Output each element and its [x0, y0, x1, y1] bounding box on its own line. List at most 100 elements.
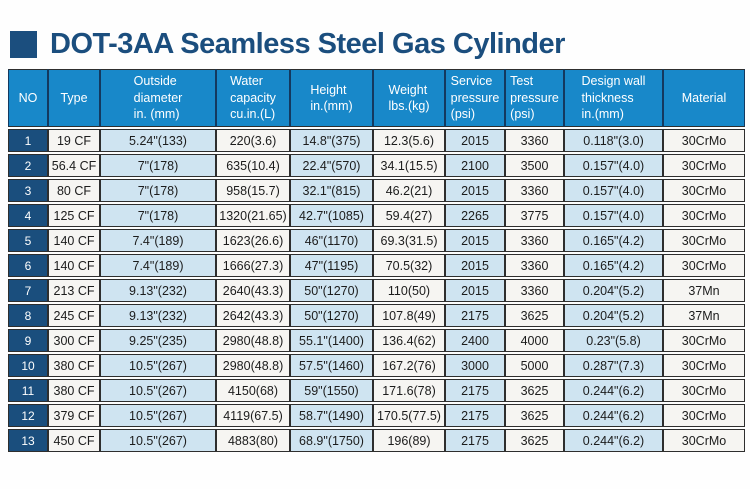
cell-material: 30CrMo	[663, 429, 745, 452]
cell-type: 80 CF	[48, 179, 100, 202]
cell-weight: 196(89)	[373, 429, 445, 452]
cell-type: 380 CF	[48, 354, 100, 377]
column-header-height: Height in.(mm)	[290, 69, 373, 127]
cell-water-capacity: 4150(68)	[216, 379, 290, 402]
cell-service-pressure: 3000	[445, 354, 505, 377]
cell-water-capacity: 635(10.4)	[216, 154, 290, 177]
cell-no: 12	[8, 404, 48, 427]
cell-type: 450 CF	[48, 429, 100, 452]
cell-no: 8	[8, 304, 48, 327]
cell-design-wall-thickness: 0.23"(5.8)	[564, 329, 663, 352]
column-header-line: pressure	[450, 90, 500, 105]
table-row: 4 125 CF 7"(178) 1320(21.65) 42.7"(1085) 59.4…	[8, 204, 745, 227]
cell-weight: 34.1(15.5)	[373, 154, 445, 177]
cell-type: 140 CF	[48, 229, 100, 252]
cell-outside-diameter: 9.13"(232)	[100, 304, 216, 327]
cell-test-pressure: 3360	[505, 229, 564, 252]
cell-weight: 110(50)	[373, 279, 445, 302]
cell-weight: 70.5(32)	[373, 254, 445, 277]
cell-water-capacity: 4883(80)	[216, 429, 290, 452]
cell-test-pressure: 3625	[505, 379, 564, 402]
column-header-line: Test	[510, 74, 534, 89]
cell-type: 19 CF	[48, 129, 100, 152]
cell-outside-diameter: 10.5"(267)	[100, 404, 216, 427]
cell-service-pressure: 2175	[445, 429, 505, 452]
table-row: 5 140 CF 7.4"(189) 1623(26.6) 46"(1170) 69.3(…	[8, 229, 745, 252]
cell-design-wall-thickness: 0.157"(4.0)	[564, 204, 663, 227]
cell-no: 13	[8, 429, 48, 452]
cell-no: 2	[8, 154, 48, 177]
cell-no: 10	[8, 354, 48, 377]
cell-weight: 167.2(76)	[373, 354, 445, 377]
cell-height: 32.1"(815)	[290, 179, 373, 202]
cell-outside-diameter: 7"(178)	[100, 154, 216, 177]
column-header-outside-diameter: Outside diameter in. (mm)	[100, 69, 216, 127]
cell-weight: 171.6(78)	[373, 379, 445, 402]
column-header-line: Design wall	[581, 74, 646, 89]
cell-height: 47"(1195)	[290, 254, 373, 277]
column-header-no: NO	[8, 69, 48, 127]
cell-height: 46"(1170)	[290, 229, 373, 252]
cell-material: 30CrMo	[663, 154, 745, 177]
column-header-line: Weight	[388, 82, 428, 97]
cell-height: 50"(1270)	[290, 279, 373, 302]
cell-height: 68.9"(1750)	[290, 429, 373, 452]
cell-material: 30CrMo	[663, 179, 745, 202]
cell-material: 30CrMo	[663, 204, 745, 227]
spec-table: NO Type Outside diameter in. (mm) Water capaci…	[8, 67, 745, 454]
table-row: 12 379 CF 10.5"(267) 4119(67.5) 58.7"(1490) 1…	[8, 404, 745, 427]
cell-type: 125 CF	[48, 204, 100, 227]
column-header-line: Service	[450, 74, 493, 89]
table-row: 10 380 CF 10.5"(267) 2980(48.8) 57.5"(1460) 1…	[8, 354, 745, 377]
cell-weight: 46.2(21)	[373, 179, 445, 202]
cell-type: 379 CF	[48, 404, 100, 427]
table-row: 7 213 CF 9.13"(232) 2640(43.3) 50"(1270) 110(…	[8, 279, 745, 302]
cell-height: 42.7"(1085)	[290, 204, 373, 227]
table-header: NO Type Outside diameter in. (mm) Water capaci…	[8, 69, 745, 127]
cell-water-capacity: 1666(27.3)	[216, 254, 290, 277]
column-header-line: NO	[18, 90, 38, 105]
cell-water-capacity: 2642(43.3)	[216, 304, 290, 327]
cell-no: 9	[8, 329, 48, 352]
cell-service-pressure: 2015	[445, 129, 505, 152]
column-header-line: Type	[60, 90, 88, 105]
cell-material: 37Mn	[663, 279, 745, 302]
cell-test-pressure: 5000	[505, 354, 564, 377]
cell-no: 7	[8, 279, 48, 302]
table-row: 8 245 CF 9.13"(232) 2642(43.3) 50"(1270) 107.…	[8, 304, 745, 327]
cell-no: 3	[8, 179, 48, 202]
cell-no: 5	[8, 229, 48, 252]
table-body: 1 19 CF 5.24"(133) 220(3.6) 14.8"(375) 12.3(5…	[8, 129, 745, 452]
cell-test-pressure: 3360	[505, 279, 564, 302]
page-title: DOT-3AA Seamless Steel Gas Cylinder	[50, 27, 565, 60]
cell-design-wall-thickness: 0.287"(7.3)	[564, 354, 663, 377]
column-header-line: Outside	[133, 74, 177, 89]
cell-test-pressure: 3360	[505, 179, 564, 202]
cell-service-pressure: 2015	[445, 229, 505, 252]
cell-weight: 59.4(27)	[373, 204, 445, 227]
table-row: 3 80 CF 7"(178) 958(15.7) 32.1"(815) 46.2(21)…	[8, 179, 745, 202]
cell-design-wall-thickness: 0.157"(4.0)	[564, 154, 663, 177]
cell-height: 59"(1550)	[290, 379, 373, 402]
cell-outside-diameter: 7.4"(189)	[100, 229, 216, 252]
cell-height: 58.7"(1490)	[290, 404, 373, 427]
cell-height: 50"(1270)	[290, 304, 373, 327]
cell-test-pressure: 3360	[505, 254, 564, 277]
cell-design-wall-thickness: 0.165"(4.2)	[564, 254, 663, 277]
cell-no: 11	[8, 379, 48, 402]
cell-outside-diameter: 5.24"(133)	[100, 129, 216, 152]
cell-test-pressure: 3500	[505, 154, 564, 177]
cell-water-capacity: 2980(48.8)	[216, 329, 290, 352]
column-header-water-capacity: Water capacity cu.in.(L)	[216, 69, 290, 127]
cell-water-capacity: 1320(21.65)	[216, 204, 290, 227]
cell-water-capacity: 220(3.6)	[216, 129, 290, 152]
header-row: NO Type Outside diameter in. (mm) Water capaci…	[8, 69, 745, 127]
cell-water-capacity: 958(15.7)	[216, 179, 290, 202]
cell-design-wall-thickness: 0.157"(4.0)	[564, 179, 663, 202]
cell-water-capacity: 4119(67.5)	[216, 404, 290, 427]
column-header-service-pressure: Service pressure (psi)	[445, 69, 505, 127]
title-row: DOT-3AA Seamless Steel Gas Cylinder	[0, 0, 750, 61]
cell-test-pressure: 3625	[505, 429, 564, 452]
cell-no: 1	[8, 129, 48, 152]
title-square-icon	[10, 30, 37, 58]
